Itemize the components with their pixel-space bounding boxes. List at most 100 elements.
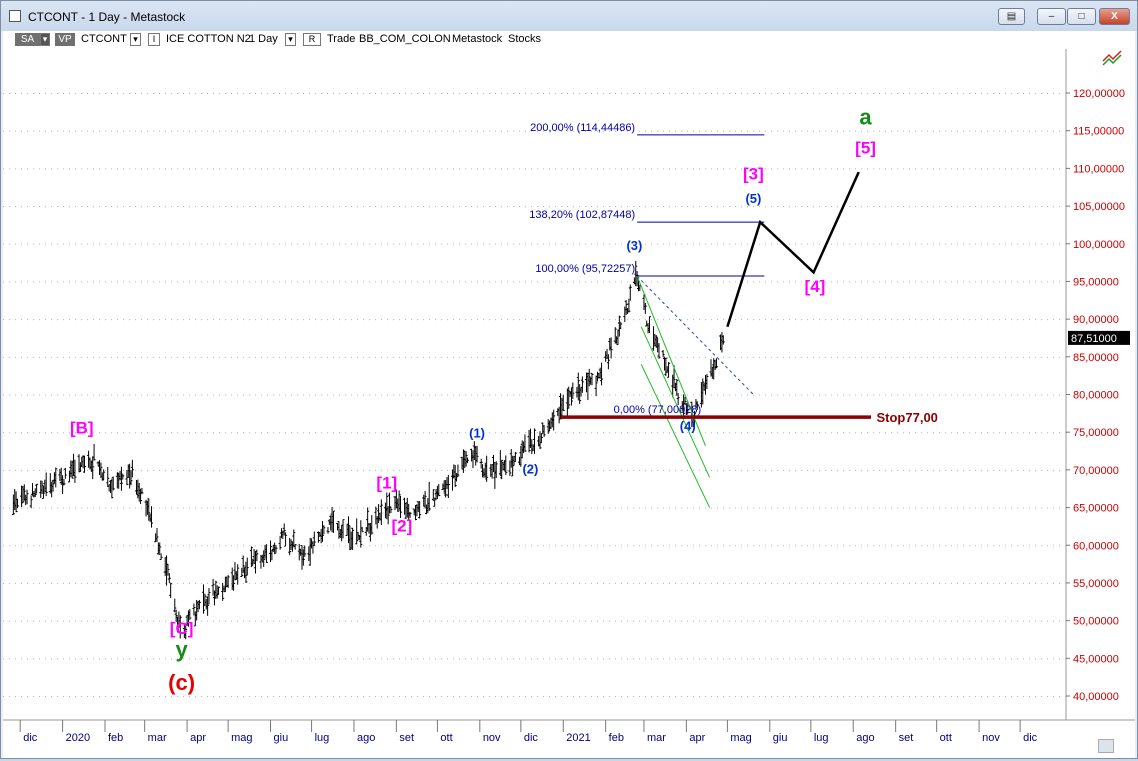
grid-dot <box>645 696 646 697</box>
grid-dot <box>237 243 238 245</box>
grid-dot <box>873 93 874 94</box>
grid-dot <box>9 469 10 471</box>
grid-dot <box>963 696 964 697</box>
grid-dot <box>393 319 394 321</box>
close-button[interactable]: X <box>1099 8 1130 25</box>
grid-dot <box>1005 469 1006 471</box>
price-bar <box>494 461 498 478</box>
grid-dot <box>345 620 346 622</box>
grid-dot <box>657 130 658 132</box>
r-box[interactable]: R <box>303 33 321 46</box>
vp-button[interactable]: VP <box>55 33 75 46</box>
grid-dot <box>933 545 934 547</box>
grid-dot <box>765 620 766 622</box>
grid-dot <box>723 545 724 547</box>
grid-dot <box>21 620 22 622</box>
grid-dot <box>513 319 514 321</box>
grid-dot <box>771 469 772 471</box>
grid-dot <box>999 168 1000 170</box>
grid-dot <box>81 469 82 471</box>
grid-dot <box>441 582 442 584</box>
x-tick-label: feb <box>609 732 624 744</box>
grid-dot <box>387 93 388 94</box>
grid-dot <box>981 319 982 321</box>
grid-dot <box>507 206 508 208</box>
grid-dot <box>387 206 388 208</box>
grid-dot <box>459 507 460 509</box>
grid-dot <box>927 319 928 321</box>
grid-dot <box>99 93 100 94</box>
grid-dot <box>477 281 478 283</box>
grid-dot <box>9 620 10 622</box>
restore-layout-button[interactable]: ▤ <box>998 8 1025 25</box>
grid-dot <box>1011 545 1012 547</box>
grid-dot <box>711 168 712 170</box>
grid-dot <box>153 620 154 622</box>
grid-dot <box>801 168 802 170</box>
timeframe-label[interactable]: 1 Day <box>249 33 278 45</box>
window-icon[interactable] <box>9 10 21 22</box>
grid-dot <box>999 281 1000 283</box>
grid-dot <box>339 658 340 660</box>
grid-dot <box>609 356 610 358</box>
grid-dot <box>1029 507 1030 509</box>
grid-dot <box>777 696 778 697</box>
minimize-button[interactable]: – <box>1037 8 1066 25</box>
grid-dot <box>399 432 400 434</box>
grid-dot <box>273 696 274 697</box>
instrument-box[interactable]: I <box>148 33 160 46</box>
sa-dropdown-icon[interactable]: ▾ <box>40 33 50 46</box>
grid-dot <box>705 168 706 170</box>
grid-dot <box>195 432 196 434</box>
grid-dot <box>111 130 112 132</box>
grid-dot <box>627 356 628 358</box>
grid-dot <box>405 93 406 94</box>
grid-dot <box>201 582 202 584</box>
grid-dot <box>675 243 676 245</box>
price-chart[interactable]: 200,00% (114,44486)138,20% (102,87448)10… <box>3 49 1135 758</box>
grid-dot <box>489 582 490 584</box>
grid-dot <box>615 168 616 170</box>
grid-dot <box>717 582 718 584</box>
grid-dot <box>771 545 772 547</box>
grid-dot <box>807 394 808 396</box>
grid-dot <box>75 394 76 396</box>
symbol-dropdown-icon[interactable]: ▾ <box>130 33 141 46</box>
grid-dot <box>375 394 376 396</box>
grid-dot <box>153 281 154 283</box>
grid-dot <box>57 620 58 622</box>
grid-dot <box>303 319 304 321</box>
title-bar[interactable]: CTCONT - 1 Day - Metastock ▤ – □ X <box>1 1 1137 31</box>
grid-dot <box>453 356 454 358</box>
price-bar <box>262 550 266 568</box>
chart-area[interactable]: 200,00% (114,44486) 138,20% (102,87448) 10… <box>3 49 1135 758</box>
grid-dot <box>537 130 538 132</box>
grid-dot <box>297 93 298 94</box>
timeframe-dropdown-icon[interactable]: ▾ <box>285 33 296 46</box>
price-bar <box>211 578 215 596</box>
grid-dot <box>711 243 712 245</box>
symbol-label[interactable]: CTCONT <box>81 33 127 45</box>
maximize-button[interactable]: □ <box>1067 8 1096 25</box>
grid-dot <box>975 130 976 132</box>
grid-dot <box>171 545 172 547</box>
grid-dot <box>753 93 754 94</box>
grid-dot <box>159 696 160 697</box>
scrollbar-thumb[interactable] <box>1098 739 1114 753</box>
grid-dot <box>51 130 52 132</box>
grid-dot <box>861 658 862 660</box>
grid-dot <box>141 582 142 584</box>
sa-button[interactable]: SA <box>15 33 40 46</box>
grid-dot <box>93 356 94 358</box>
grid-dot <box>615 696 616 697</box>
grid-dot <box>471 319 472 321</box>
grid-dot <box>603 469 604 471</box>
grid-dot <box>1053 243 1054 245</box>
trade-label[interactable]: Trade <box>327 33 356 45</box>
grid-dot <box>891 243 892 245</box>
y-tick-label: 110,00000 <box>1073 163 1124 175</box>
grid-dot <box>783 394 784 396</box>
grid-dot <box>939 168 940 170</box>
grid-dot <box>717 507 718 509</box>
grid-dot <box>381 432 382 434</box>
